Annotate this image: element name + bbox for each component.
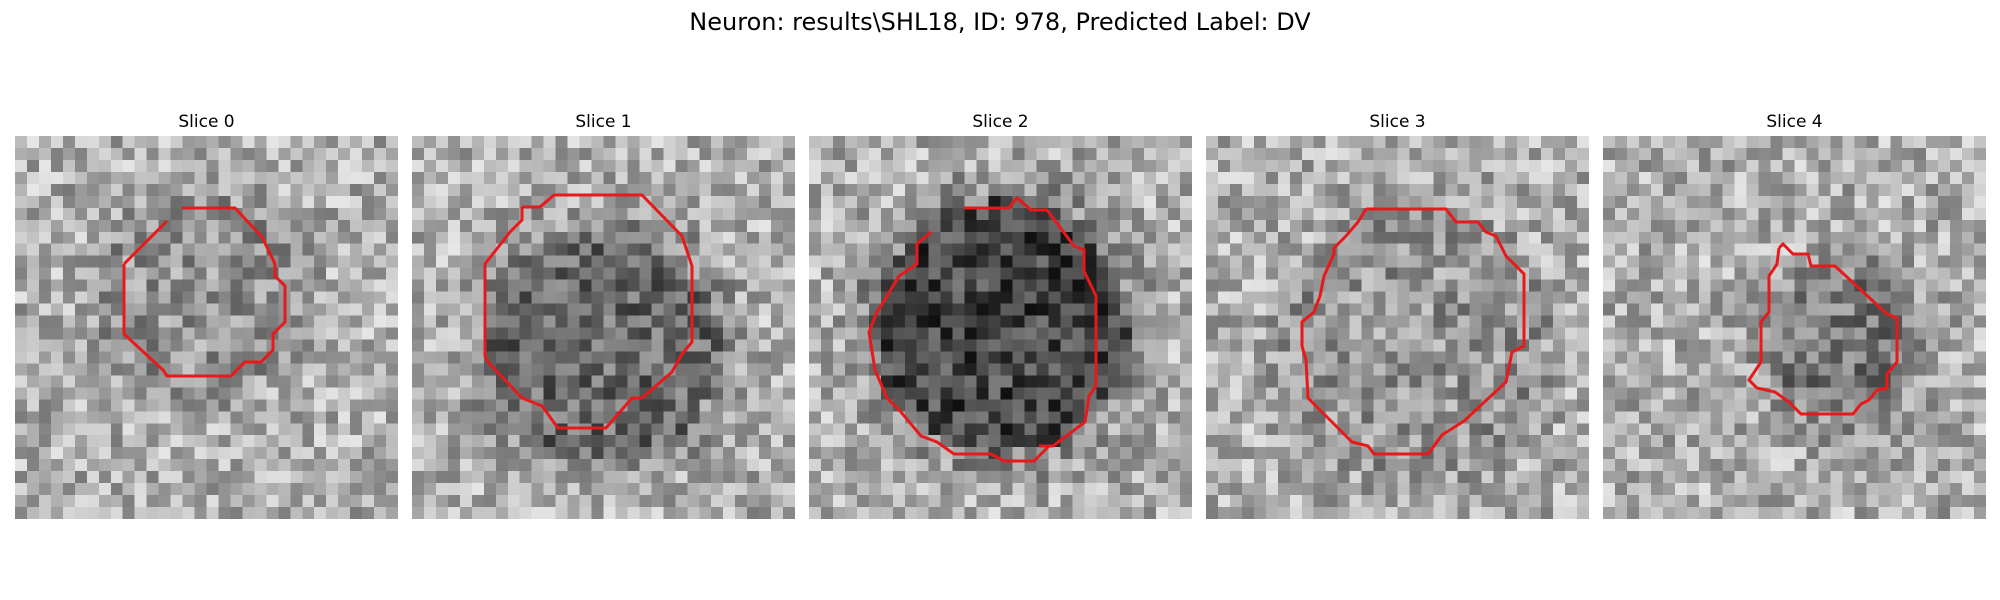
grayscale-patch xyxy=(1603,136,1986,519)
slice-title: Slice 2 xyxy=(972,112,1029,132)
roi-outline xyxy=(1747,241,1899,416)
figure-title: Neuron: results\SHL18, ID: 978, Predicte… xyxy=(689,8,1311,36)
roi-outline xyxy=(122,206,287,378)
roi-outline xyxy=(483,193,694,430)
slice-image xyxy=(412,136,795,519)
slice-panel-3: Slice 3 xyxy=(1206,110,1589,519)
slice-image xyxy=(1206,136,1589,519)
slice-panel-0: Slice 0 xyxy=(15,110,398,519)
slice-title: Slice 1 xyxy=(575,112,632,132)
slice-title: Slice 3 xyxy=(1369,112,1426,132)
grayscale-patch xyxy=(15,136,398,519)
slice-title: Slice 4 xyxy=(1766,112,1823,132)
roi-outline xyxy=(1300,207,1526,456)
slice-panel-2: Slice 2 xyxy=(809,110,1192,519)
grayscale-patch xyxy=(809,136,1192,519)
slice-panel-4: Slice 4 xyxy=(1603,110,1986,519)
slice-panel-1: Slice 1 xyxy=(412,110,795,519)
slice-title: Slice 0 xyxy=(178,112,235,132)
grayscale-patch xyxy=(412,136,795,519)
roi-outline xyxy=(867,195,1098,463)
slice-image xyxy=(809,136,1192,519)
slice-image xyxy=(1603,136,1986,519)
slice-image xyxy=(15,136,398,519)
